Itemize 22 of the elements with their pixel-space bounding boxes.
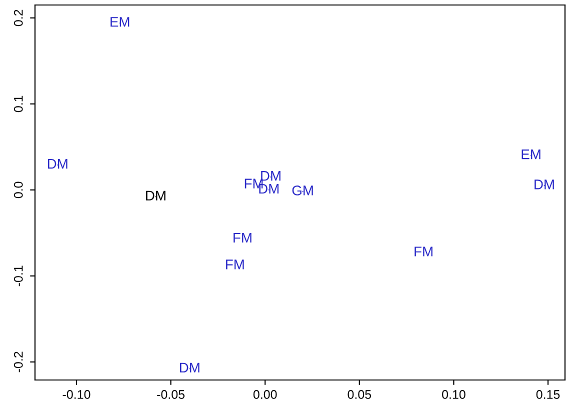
x-tick-label: -0.10 — [62, 390, 90, 399]
x-tick-label: -0.05 — [157, 390, 185, 399]
data-label: DM — [534, 180, 554, 190]
data-label: DM — [146, 190, 166, 200]
y-tick-label: 0.0 — [14, 182, 23, 198]
x-tick-label: 0.00 — [253, 390, 277, 399]
data-label: FM — [226, 260, 244, 270]
x-tick-label: 0.15 — [536, 390, 560, 399]
x-tick-label: 0.10 — [442, 390, 466, 399]
y-tick-label: 0.1 — [14, 96, 23, 112]
data-label: EM — [110, 17, 130, 27]
data-label: EM — [522, 150, 540, 160]
data-label: DM — [261, 171, 280, 181]
data-label: GM — [292, 186, 313, 196]
data-label: DM — [180, 362, 200, 372]
data-label: FM — [234, 232, 252, 243]
y-tick-label: 0.2 — [14, 10, 23, 26]
x-tick-label: 0.05 — [348, 390, 372, 399]
data-label: DM — [48, 159, 68, 169]
y-tick-label: -0.2 — [14, 352, 23, 372]
y-tick-label: -0.1 — [14, 266, 23, 286]
data-label: FM — [414, 246, 432, 256]
